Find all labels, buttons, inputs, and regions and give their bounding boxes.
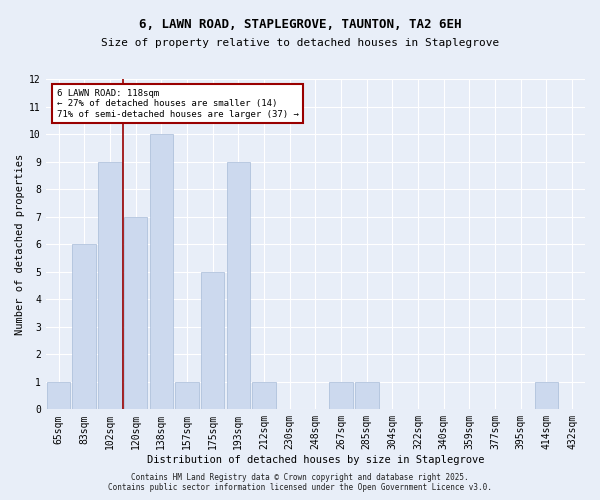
Text: Contains HM Land Registry data © Crown copyright and database right 2025.
Contai: Contains HM Land Registry data © Crown c… [108,473,492,492]
Bar [98,162,122,410]
Bar [149,134,173,409]
Bar [252,382,276,409]
Bar [329,382,353,409]
Bar [175,382,199,409]
Text: 6 LAWN ROAD: 118sqm
← 27% of detached houses are smaller (14)
71% of semi-detach: 6 LAWN ROAD: 118sqm ← 27% of detached ho… [56,89,298,118]
X-axis label: Distribution of detached houses by size in Staplegrove: Distribution of detached houses by size … [146,455,484,465]
Text: 6, LAWN ROAD, STAPLEGROVE, TAUNTON, TA2 6EH: 6, LAWN ROAD, STAPLEGROVE, TAUNTON, TA2 … [139,18,461,30]
Bar [227,162,250,410]
Text: Size of property relative to detached houses in Staplegrove: Size of property relative to detached ho… [101,38,499,48]
Bar [73,244,96,410]
Bar [355,382,379,409]
Bar [201,272,224,409]
Bar [47,382,70,409]
Bar [535,382,558,409]
Bar [124,216,148,410]
Y-axis label: Number of detached properties: Number of detached properties [15,154,25,335]
